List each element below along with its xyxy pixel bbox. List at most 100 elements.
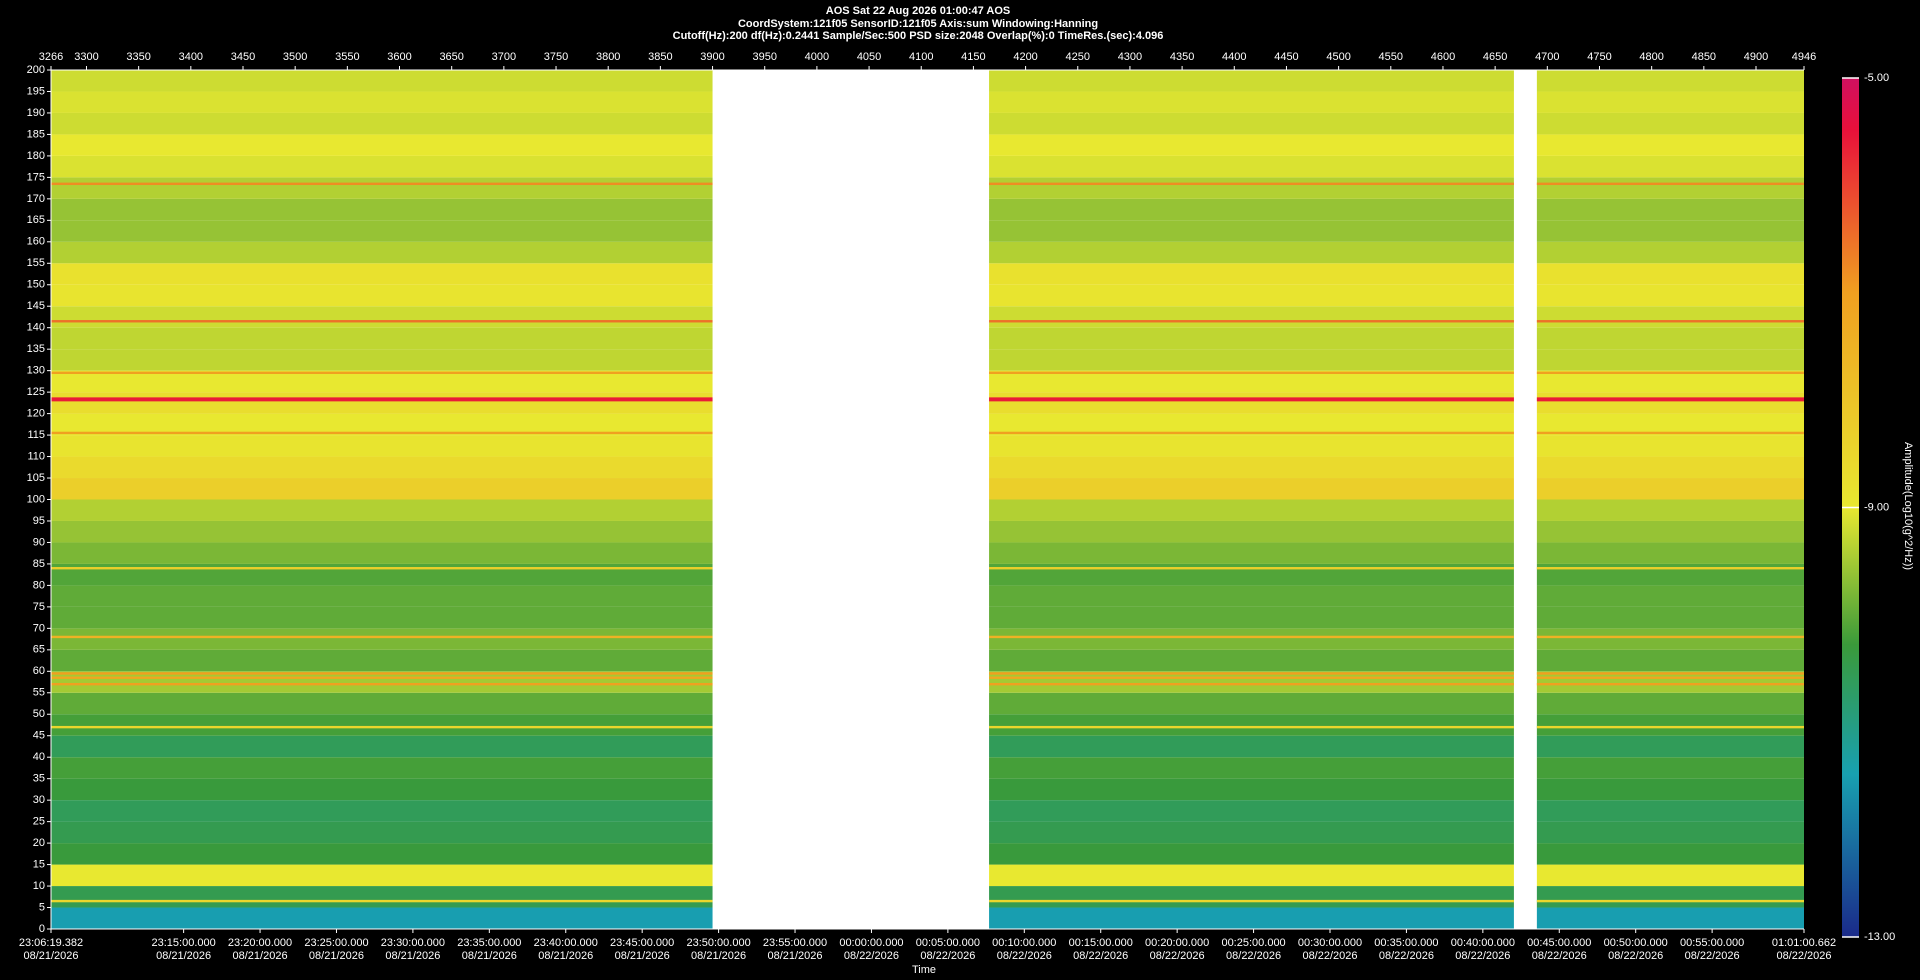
spectral-line: [51, 320, 713, 323]
y-tick-label: 35: [33, 773, 45, 785]
y-tick-label: 150: [27, 279, 45, 291]
spectral-line: [1536, 635, 1804, 639]
spectral-line: [989, 397, 1514, 402]
spectral-line: [51, 672, 713, 675]
y-tick-label: 5: [39, 901, 45, 913]
colorbar-tick-label: -13.00: [1864, 931, 1895, 943]
spectrogram-cell: [51, 413, 713, 436]
colorbar-title: Amplitude(Log10(g^2/Hz)): [1902, 442, 1914, 570]
y-tick-label: 15: [33, 858, 45, 870]
x-tick-label: 00:40:00.000 08/22/2026: [1450, 937, 1515, 962]
spectrogram-cell: [989, 220, 1514, 242]
spectrogram-cell: [51, 220, 713, 242]
spectrogram-cell: [989, 907, 1514, 929]
chart-title: AOS Sat 22 Aug 2026 01:00:47 AOS: [826, 5, 1010, 17]
spectrogram-cell: [989, 456, 1514, 479]
y-tick-label: 145: [27, 300, 45, 312]
x2-tick-label: 4600: [1431, 51, 1455, 63]
spectrogram-cell: [989, 349, 1514, 371]
x2-tick-label: 3900: [700, 51, 724, 63]
y-tick-label: 140: [27, 322, 45, 334]
spectrogram-cell: [989, 649, 1514, 672]
x-tick-label: 23:35:00.000 08/21/2026: [457, 937, 522, 962]
spectrogram-cell: [989, 370, 1514, 393]
y-tick-label: 160: [27, 236, 45, 248]
spectrogram-cell: [51, 499, 713, 521]
y-tick-label: 185: [27, 128, 45, 140]
spectrogram-cell: [1536, 134, 1804, 156]
y-tick-label: 195: [27, 85, 45, 97]
x2-tick-label: 4550: [1379, 51, 1403, 63]
y-tick-label: 45: [33, 730, 45, 742]
spectrogram-cell: [989, 778, 1514, 801]
spectrogram-cell: [1536, 649, 1804, 672]
spectrogram-cell: [989, 435, 1514, 457]
spectrogram-cell: [51, 778, 713, 801]
x2-tick-label: 3750: [544, 51, 568, 63]
x2-tick-label: 4250: [1066, 51, 1090, 63]
spectrogram-cell: [989, 757, 1514, 779]
spectral-line: [989, 371, 1514, 374]
y-tick-label: 115: [27, 429, 45, 441]
spectrogram-cell: [51, 70, 713, 92]
spectral-line: [989, 676, 1514, 679]
x2-tick-label: 3550: [335, 51, 359, 63]
x-tick-label: 23:50:00.000 08/21/2026: [686, 937, 751, 962]
y-tick-label: 50: [33, 708, 45, 720]
spectrogram-cell: [51, 714, 713, 736]
spectrogram-cell: [51, 198, 713, 221]
x2-tick-label: 4850: [1692, 51, 1716, 63]
spectrogram-cell: [1536, 349, 1804, 371]
y-tick-label: 85: [33, 558, 45, 570]
spectral-line: [1536, 672, 1804, 675]
y-tick-label: 65: [33, 644, 45, 656]
spectrogram-cell: [51, 263, 713, 285]
y-tick-label: 120: [27, 408, 45, 420]
spectral-line: [989, 635, 1514, 639]
spectrogram-cell: [989, 306, 1514, 328]
spectrogram-cell: [51, 349, 713, 371]
spectral-line: [51, 725, 713, 729]
chart-subtitle: CoordSystem:121f05 SensorID:121f05 Axis:…: [738, 18, 1098, 30]
x2-tick-label: 3500: [283, 51, 307, 63]
spectrogram-cell: [1536, 606, 1804, 629]
spectrogram-cell: [989, 542, 1514, 564]
spectrogram-cell: [989, 134, 1514, 156]
spectral-line: [51, 567, 713, 570]
y-tick-label: 75: [33, 601, 45, 613]
spectral-line: [989, 672, 1514, 675]
x-tick-label: 00:00:00.000 08/22/2026: [839, 937, 904, 962]
spectral-line: [51, 635, 713, 639]
spectrogram-cell: [1536, 155, 1804, 178]
spectral-line: [51, 676, 713, 679]
y-tick-label: 175: [27, 171, 45, 183]
spectrogram-cell: [51, 649, 713, 672]
x2-tick-label: 4700: [1535, 51, 1559, 63]
x-tick-label: 00:25:00.000 08/22/2026: [1221, 937, 1286, 962]
spectrogram-cell: [51, 800, 713, 822]
spectrogram-cell: [989, 886, 1514, 908]
spectral-line: [1536, 431, 1804, 435]
spectrogram-cell: [989, 800, 1514, 822]
x2-tick-label: 3600: [387, 51, 411, 63]
spectral-line: [989, 182, 1514, 186]
y-tick-label: 110: [27, 450, 45, 462]
spectrogram-cell: [989, 692, 1514, 715]
spectrogram-cell: [989, 628, 1514, 650]
spectrogram-cell: [989, 284, 1514, 307]
chart-settings: Cutoff(Hz):200 df(Hz):0.2441 Sample/Sec:…: [673, 30, 1164, 42]
x2-tick-label: 3400: [179, 51, 203, 63]
spectrogram-cell: [1536, 177, 1804, 199]
spectrogram-cell: [51, 606, 713, 629]
spectrogram-cell: [51, 542, 713, 564]
x-tick-label: 01:01:00.662 08/22/2026: [1771, 937, 1837, 962]
colorbar-tick-label: -9.00: [1864, 501, 1889, 513]
spectrogram-cell: [1536, 628, 1804, 650]
spectral-line: [51, 431, 713, 435]
spectrogram-cell: [1536, 413, 1804, 436]
spectrogram-cell: [1536, 886, 1804, 908]
x2-tick-label: 4100: [909, 51, 933, 63]
spectrogram-cell: [989, 478, 1514, 500]
spectrogram-cell: [51, 757, 713, 779]
y-tick-label: 40: [33, 751, 45, 763]
